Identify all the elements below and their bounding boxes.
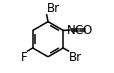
Text: C: C	[74, 24, 82, 37]
Text: F: F	[20, 51, 27, 64]
Text: O: O	[81, 24, 90, 37]
Text: Br: Br	[47, 2, 60, 15]
Text: Br: Br	[68, 51, 81, 64]
Text: N: N	[66, 24, 75, 37]
